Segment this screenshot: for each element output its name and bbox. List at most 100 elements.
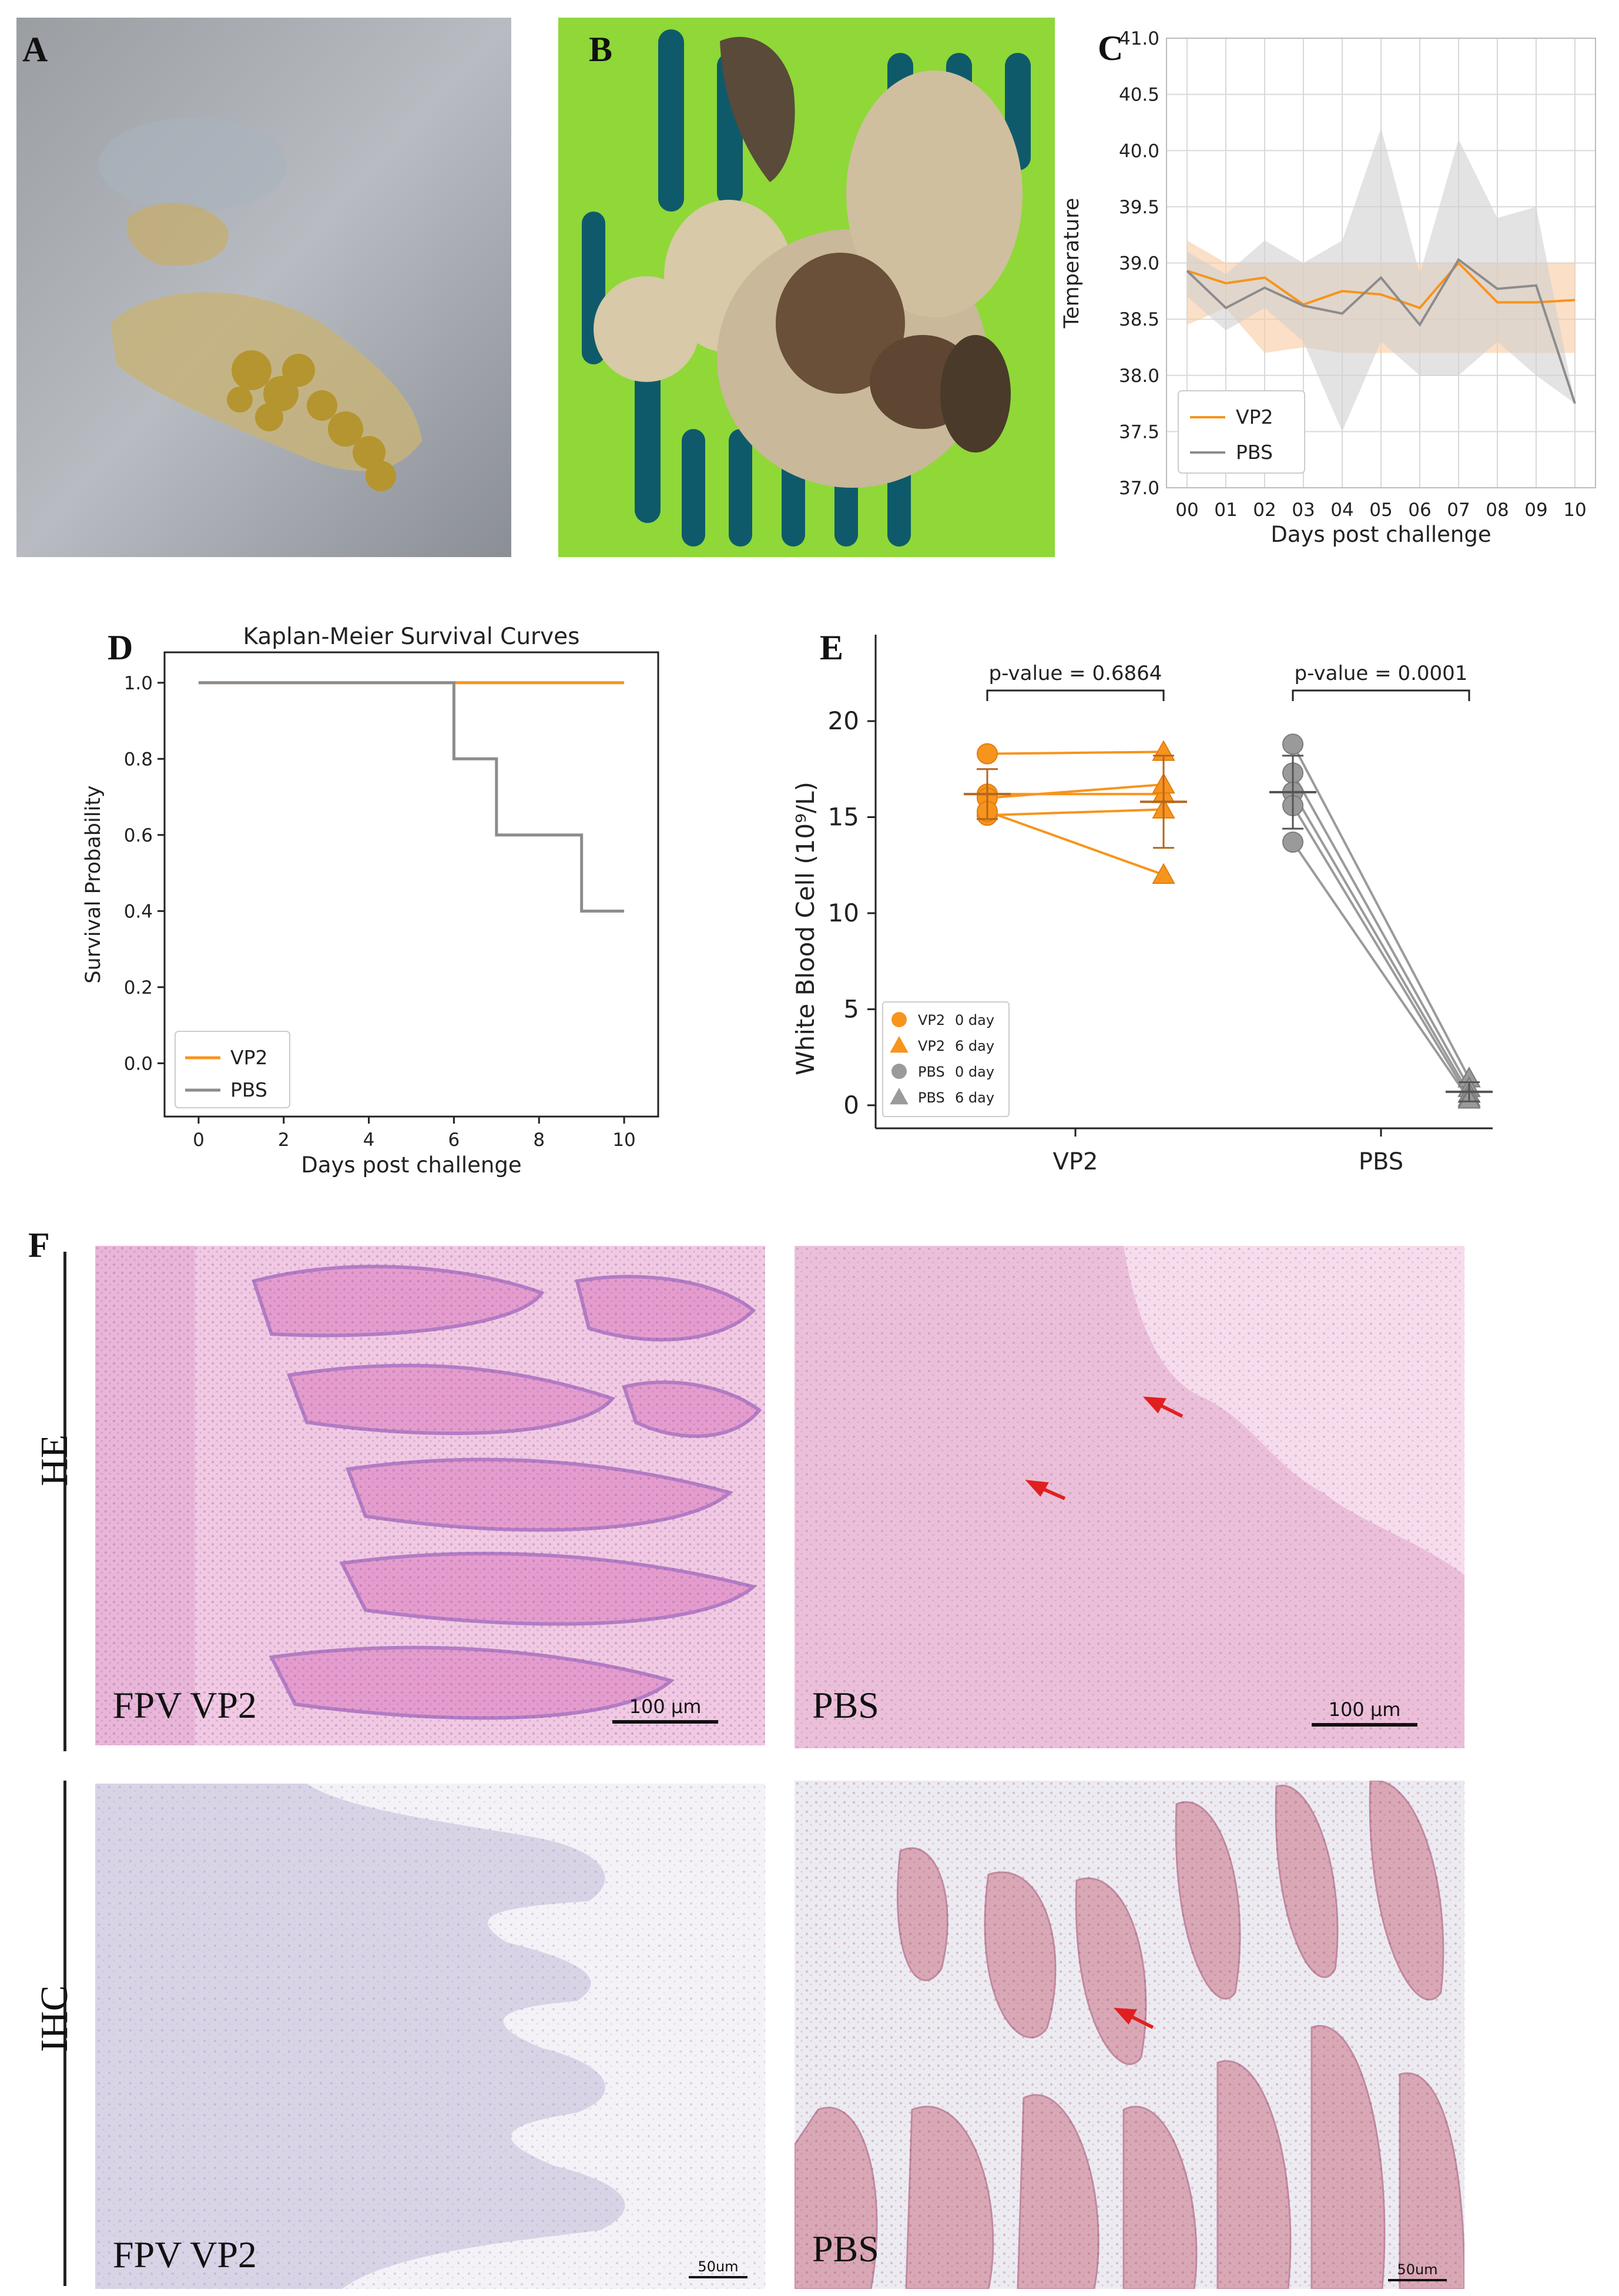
y-tick-label: 0.6 <box>124 825 153 846</box>
y-tick-label: 40.5 <box>1119 85 1159 106</box>
point-day0 <box>1282 831 1303 853</box>
p-value-label: p-value = 0.0001 <box>1295 662 1468 685</box>
scale-bar-he-pbs: 100 μm <box>1312 1698 1417 1727</box>
panel-label-d: D <box>108 628 133 667</box>
y-tick-label: 37.5 <box>1119 421 1159 443</box>
photo-b-feces-on-grate <box>558 18 1055 557</box>
point-day0 <box>977 743 998 765</box>
row-label-he: HE <box>33 1434 76 1486</box>
y-axis-label: White Blood Cell (10⁹/L) <box>791 782 820 1075</box>
scale-bar-he-vp2: 100 μm <box>612 1695 718 1724</box>
x-tick-label: 02 <box>1253 500 1276 521</box>
legend-marker-circle <box>891 1064 907 1079</box>
x-tick-label: 05 <box>1369 500 1392 521</box>
y-tick-label: 5 <box>843 994 859 1023</box>
legend-label-day: 6 day <box>955 1090 994 1106</box>
p-value-label: p-value = 0.6864 <box>989 662 1162 685</box>
pair-line <box>1292 805 1470 1098</box>
legend-marker-triangle <box>890 1087 909 1105</box>
x-axis-label: Days post challenge <box>1271 522 1491 547</box>
svg-text:100 μm: 100 μm <box>629 1695 702 1718</box>
panel-label-b: B <box>589 30 613 69</box>
x-tick-label: 6 <box>448 1129 460 1151</box>
panel-label-c: C <box>1098 29 1124 68</box>
pair-line <box>1292 743 1470 1079</box>
x-tick-label: 10 <box>1563 500 1586 521</box>
svg-text:50um: 50um <box>698 2258 738 2275</box>
photo-a-feces <box>16 18 511 557</box>
pair-line <box>987 808 1164 817</box>
plot-frame <box>163 651 659 1118</box>
legend-marker-triangle <box>890 1035 909 1053</box>
arrows-he-pbs <box>1025 1396 1184 1500</box>
y-tick-label: 10 <box>828 899 859 927</box>
scale-bar-ihc-vp2: 50um <box>689 2258 748 2278</box>
y-axis-label: Temperature <box>1060 198 1084 329</box>
panel-label-f: F <box>28 1226 50 1265</box>
histology-he-pbs: 100 μm <box>795 1246 1464 1748</box>
arrow-ihc-pbs <box>1113 2007 1154 2029</box>
row-divider-he <box>63 1252 66 1751</box>
x-tick-label: 07 <box>1447 500 1470 521</box>
x-tick-label: 08 <box>1486 500 1509 521</box>
histology-he-vp2: 100 μm <box>95 1246 765 1745</box>
scale-bar-ihc-pbs: 50um <box>1388 2261 1447 2281</box>
row-label-ihc: IHC <box>33 1985 76 2052</box>
legend-d: VP2 PBS <box>175 1031 290 1108</box>
x-tick-label: 8 <box>533 1129 545 1151</box>
y-tick-label: 41.0 <box>1119 28 1159 49</box>
point-day0 <box>1282 733 1303 755</box>
legend-label-pbs: PBS <box>1236 441 1273 464</box>
legend-label-group: VP2 <box>918 1012 945 1028</box>
x-tick-label: 03 <box>1292 500 1315 521</box>
y-tick-label: 0 <box>843 1091 859 1119</box>
caption-he-pbs: PBS <box>812 1684 879 1726</box>
x-tick-label: 06 <box>1408 500 1431 521</box>
chart-c-temperature: 37.0 37.5 38.0 38.5 39.0 39.5 40.0 40.5 41.0 00 01… <box>1060 18 1619 570</box>
pair-line <box>987 783 1164 799</box>
histology-ihc-vp2: 50um <box>95 1784 765 2289</box>
legend-label-day: 6 day <box>955 1038 994 1054</box>
y-tick-label: 39.5 <box>1119 197 1159 218</box>
svg-text:100 μm: 100 μm <box>1329 1698 1401 1721</box>
y-tick-label: 40.0 <box>1119 140 1159 162</box>
x-tick-label: 10 <box>612 1129 635 1151</box>
series-line-pbs <box>1186 257 1576 404</box>
pair-line <box>987 750 1164 755</box>
y-tick-label: 0.8 <box>124 749 153 770</box>
pair-line <box>1292 772 1470 1089</box>
group-pbs: p-value = 0.0001 <box>1269 662 1493 1109</box>
y-tick-label: 38.5 <box>1119 309 1159 330</box>
pair-line <box>987 810 1164 876</box>
pair-line <box>1292 792 1470 1095</box>
x-tick-label: 04 <box>1330 500 1353 521</box>
y-tick-label: 37.0 <box>1119 478 1159 499</box>
legend-c: VP2 PBS <box>1178 390 1305 474</box>
x-tick-label: 09 <box>1524 500 1547 521</box>
plot-frame <box>1166 38 1596 488</box>
legend-marker-circle <box>891 1012 907 1027</box>
legend-box <box>882 1001 1010 1117</box>
y-tick-label: 0.0 <box>124 1053 153 1074</box>
x-tick-label: 0 <box>193 1129 205 1151</box>
legend-label-day: 0 day <box>955 1064 994 1080</box>
x-tick-label: PBS <box>1359 1148 1403 1175</box>
band-pbs <box>1187 128 1575 432</box>
histology-ihc-pbs: 50um <box>795 1781 1464 2289</box>
series-line-vp2 <box>1186 261 1576 310</box>
legend-label-group: PBS <box>918 1090 945 1106</box>
survival-curve-pbs <box>198 681 625 913</box>
group-vp2: p-value = 0.6864 <box>964 662 1187 884</box>
y-tick-label: 38.0 <box>1119 366 1159 387</box>
caption-ihc-vp2: FPV VP2 <box>113 2234 257 2275</box>
caption-he-vp2: FPV VP2 <box>113 1684 257 1726</box>
y-tick-label: 1.0 <box>124 673 153 694</box>
legend-label-pbs: PBS <box>230 1078 267 1101</box>
svg-text:50um: 50um <box>1397 2261 1437 2278</box>
x-axis-label: Days post challenge <box>301 1152 521 1178</box>
caption-ihc-pbs: PBS <box>812 2228 879 2270</box>
x-tick-label: 4 <box>363 1129 375 1151</box>
y-tick-label: 39.0 <box>1119 253 1159 274</box>
point-day6 <box>1152 863 1175 884</box>
significance-bracket <box>986 689 1165 701</box>
